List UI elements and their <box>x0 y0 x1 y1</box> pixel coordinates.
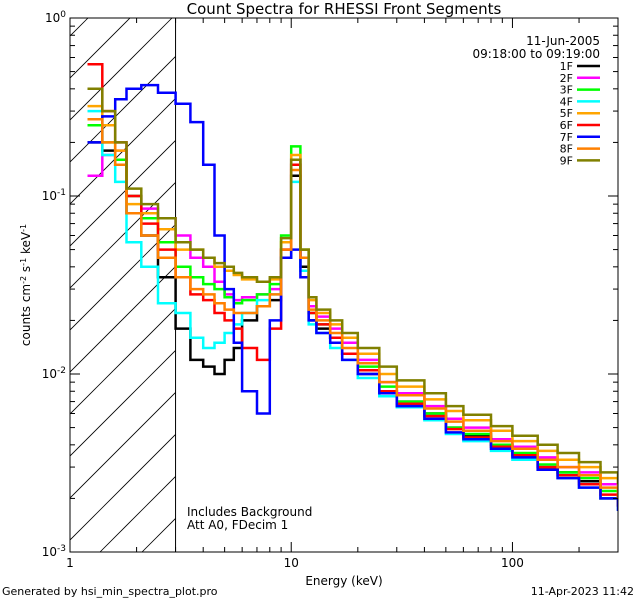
annotation-attenuator: Att A0, FDecim 1 <box>187 518 288 532</box>
hatch-line <box>70 181 176 289</box>
y-tick-label: 10-3 <box>42 544 66 559</box>
hatch-line <box>0 18 4 552</box>
legend-entry-1F: 1F <box>560 60 600 73</box>
x-tick-label: 10 <box>284 556 299 570</box>
footer-timestamp: 11-Apr-2023 11:42 <box>530 585 634 598</box>
y-axis-label: counts cm-2 s-1 keV-1 <box>19 224 33 346</box>
series-layer <box>87 62 618 511</box>
x-tick-label: 100 <box>501 556 524 570</box>
legend-label: 7F <box>560 131 573 144</box>
series-line-5F <box>87 104 618 491</box>
legend-entry-3F: 3F <box>560 84 600 97</box>
legend-entry-5F: 5F <box>560 107 600 120</box>
hatch-line <box>70 433 176 541</box>
legend-entry-6F: 6F <box>560 119 600 132</box>
annotation-time-range: 09:18:00 to 09:19:00 <box>473 47 600 61</box>
legend-label: 1F <box>560 60 573 73</box>
hatch-line <box>70 139 176 247</box>
hatch-line <box>70 223 176 331</box>
hatch-line <box>70 391 176 499</box>
hatch-line <box>70 349 176 457</box>
legend-entry-4F: 4F <box>560 95 600 108</box>
series-line-8F <box>87 117 618 499</box>
annotation-background: Includes Background <box>187 505 312 519</box>
hatch-line <box>99 475 176 552</box>
hatched-region <box>0 18 176 552</box>
y-tick-label: 10-2 <box>42 366 66 381</box>
chart-title: Count Spectra for RHESSI Front Segments <box>187 0 502 18</box>
series-line-7F <box>87 83 618 511</box>
footer-generator: Generated by hsi_min_spectra_plot.pro <box>2 585 218 598</box>
legend-entry-7F: 7F <box>560 131 600 144</box>
series-line-9F <box>87 87 618 485</box>
hatch-line <box>70 18 173 121</box>
hatch-line <box>70 55 176 163</box>
legend-label: 5F <box>560 107 573 120</box>
annotation-date: 11-Jun-2005 <box>526 34 600 48</box>
legend-label: 8F <box>560 143 573 156</box>
axis-ticks <box>69 17 619 553</box>
x-tick-label: 1 <box>66 556 74 570</box>
legend-label: 6F <box>560 119 573 132</box>
y-tick-label: 10-1 <box>42 188 66 203</box>
legend-label: 4F <box>560 95 573 108</box>
hatch-line <box>70 18 89 37</box>
legend-entry-8F: 8F <box>560 143 600 156</box>
x-axis-label: Energy (keV) <box>305 574 382 588</box>
axis-tick-labels: 1 10 100 100 10-1 10-2 10-3 <box>42 10 524 570</box>
legend-entry-2F: 2F <box>560 72 600 85</box>
hatch-line <box>70 97 176 205</box>
legend-entry-9F: 9F <box>560 154 600 167</box>
y-tick-label: 100 <box>45 10 66 25</box>
legend-label: 9F <box>560 154 573 167</box>
legend-label: 2F <box>560 72 573 85</box>
legend-label: 3F <box>560 84 573 97</box>
plot-frame <box>69 17 619 553</box>
